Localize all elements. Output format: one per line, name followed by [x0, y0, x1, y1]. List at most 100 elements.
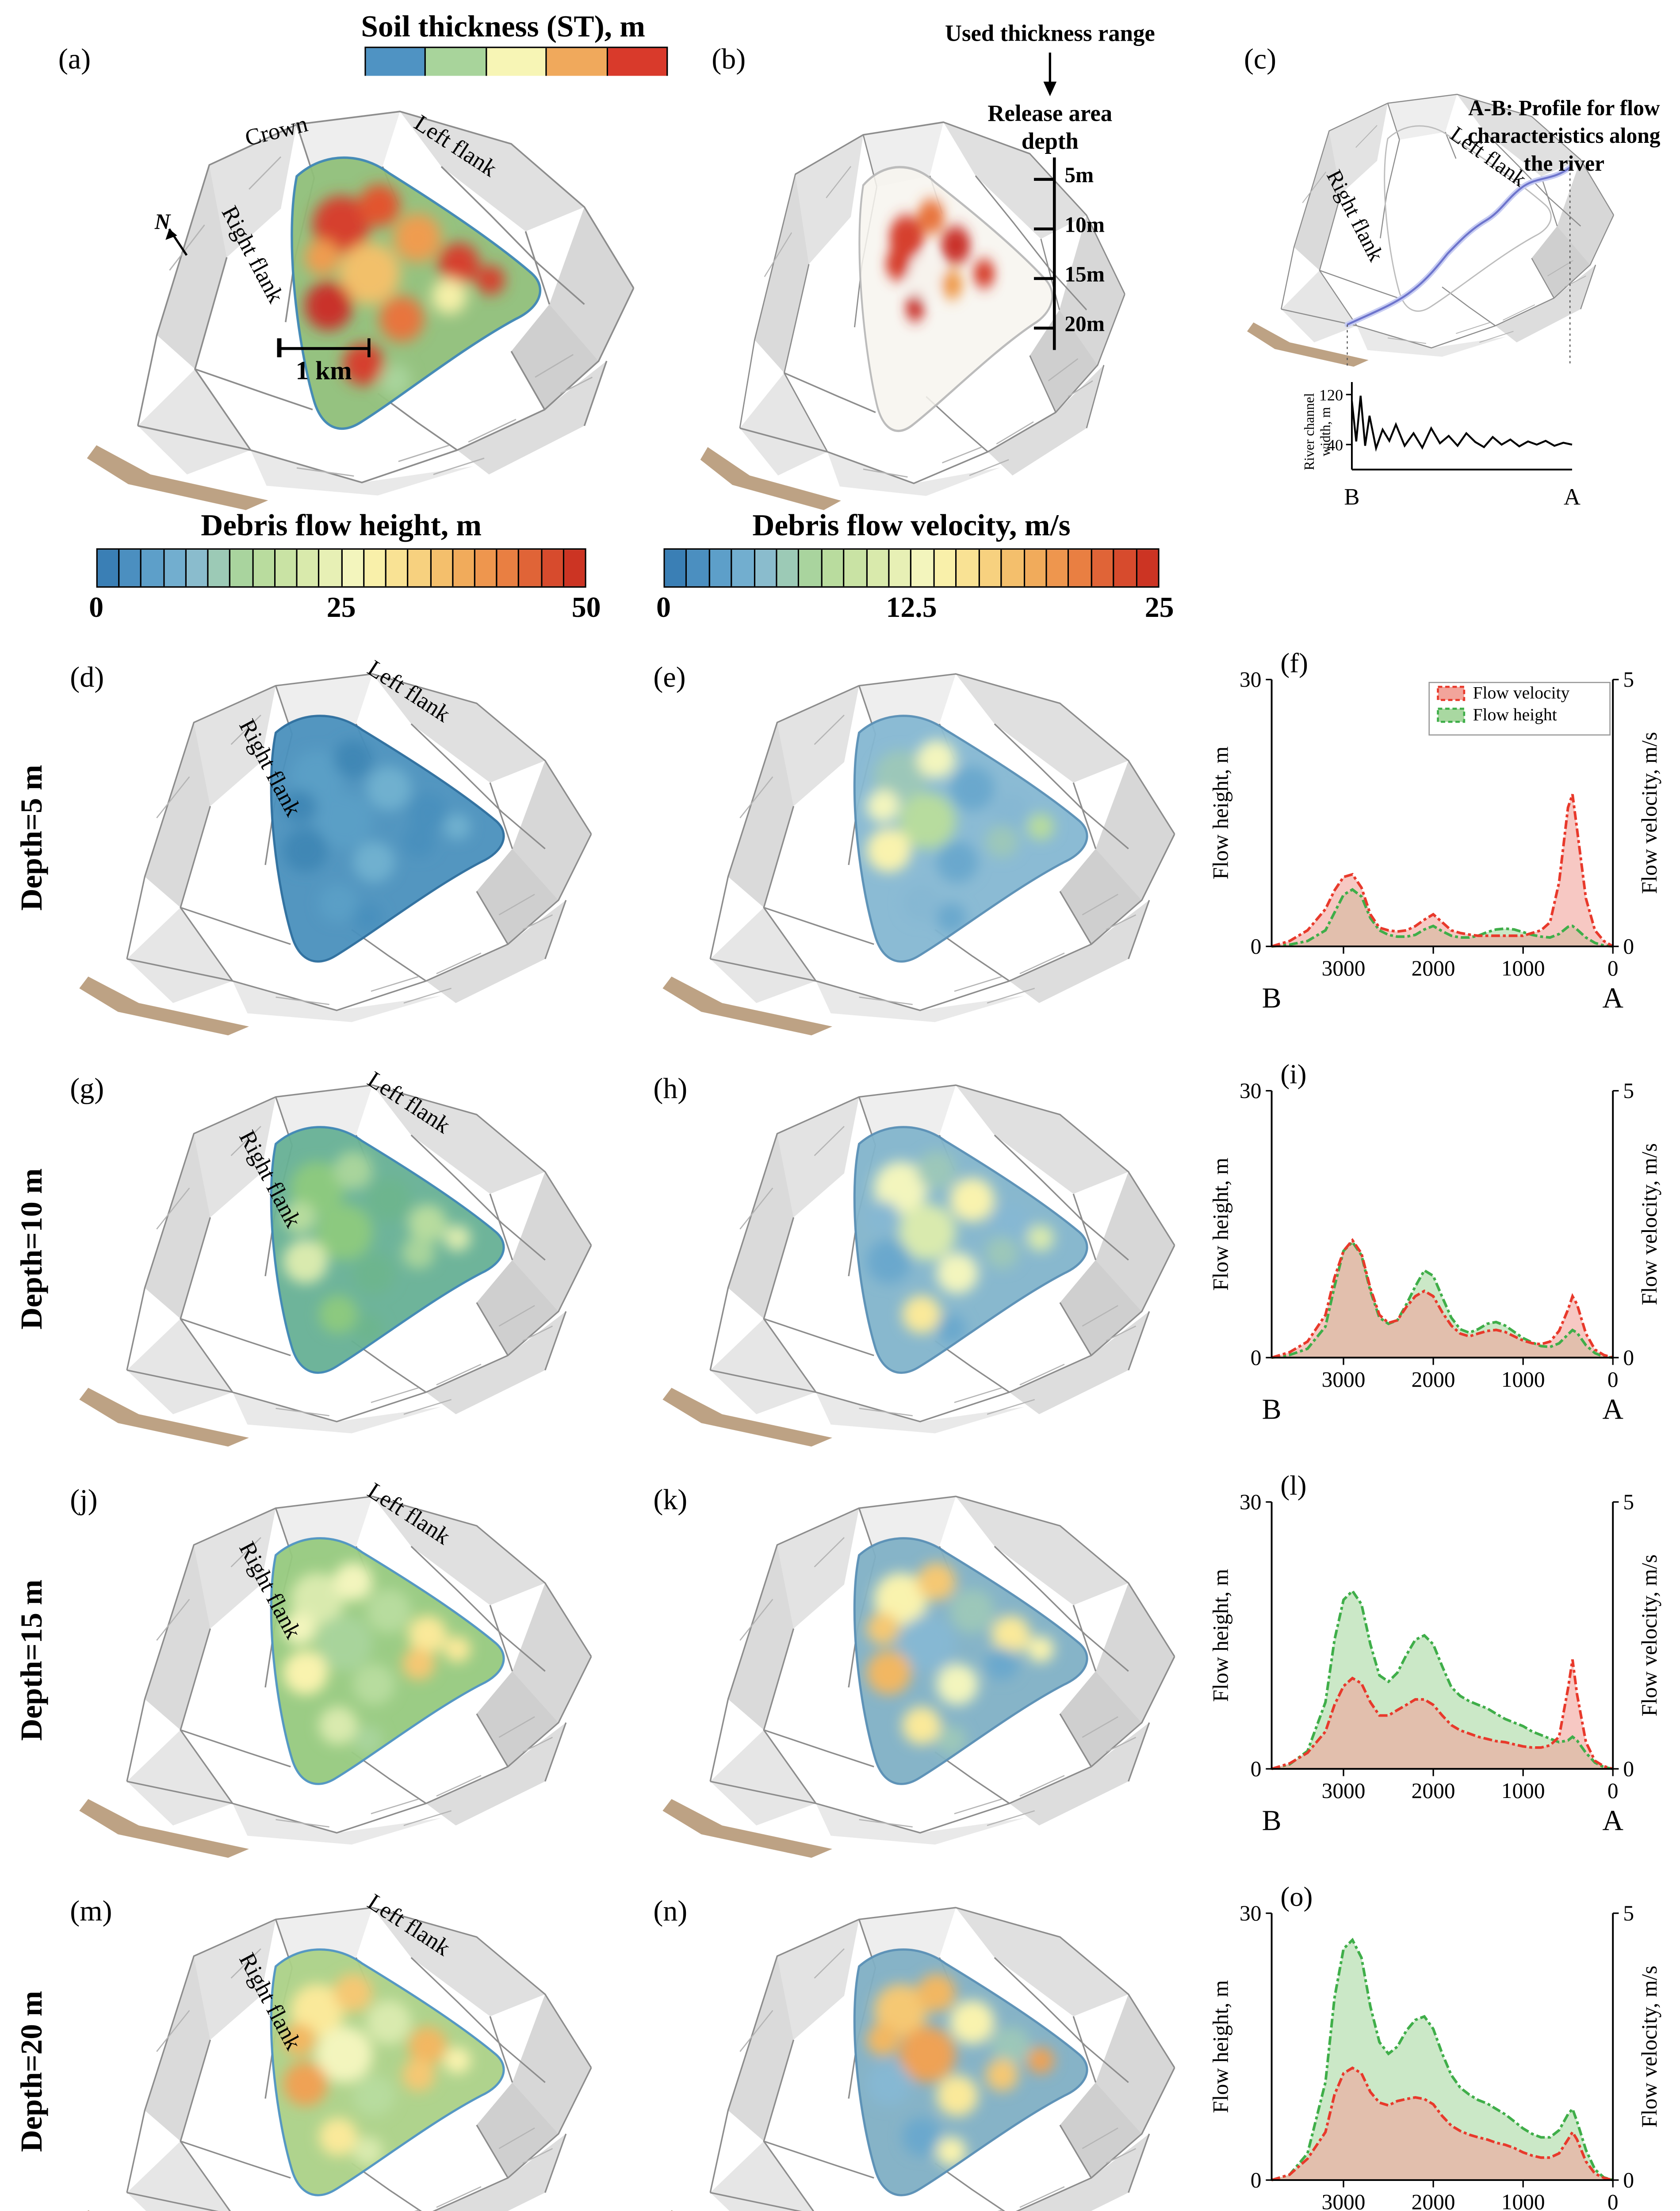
colorbar-segment: [1024, 550, 1047, 586]
svg-text:1000: 1000: [1501, 2190, 1545, 2211]
svg-text:(o): (o): [1280, 1881, 1313, 1912]
colorbar-segment: [867, 550, 890, 586]
used-thickness-title: Used thickness range: [945, 22, 1155, 47]
panel-label-k: (k): [653, 1484, 688, 1517]
svg-text:Flow velocity, m/s: Flow velocity, m/s: [1637, 1966, 1661, 2127]
svg-text:A: A: [1602, 1393, 1623, 1426]
depth-label-15m: Depth=15 m: [14, 1580, 49, 1741]
colorbar-segment: [231, 550, 253, 586]
flow-height-map-10m: [52, 1052, 633, 1450]
svg-text:A: A: [1564, 484, 1581, 510]
depth-scale-tick: [1034, 277, 1055, 279]
svg-text:0: 0: [1623, 1346, 1634, 1370]
north-arrow-icon: N: [155, 210, 188, 256]
svg-text:0: 0: [1251, 1757, 1262, 1781]
release-depth-title: Release area depth: [987, 102, 1113, 155]
svg-text:Flow height, m: Flow height, m: [1210, 1980, 1233, 2113]
svg-text:A: A: [1602, 982, 1623, 1014]
flow-height-map-20m: [52, 1875, 633, 2211]
svg-text:A: A: [1602, 1805, 1623, 1837]
colorbar-segment: [934, 550, 957, 586]
depth-scale-tick: [1034, 227, 1055, 230]
panel-label-j: (j): [70, 1484, 98, 1517]
down-arrow-icon: [1043, 53, 1057, 97]
svg-text:30: 30: [1240, 1490, 1261, 1514]
panel-h-terrain: [635, 1052, 1217, 1450]
colorbar-segment: [1092, 550, 1114, 586]
svg-text:3000: 3000: [1322, 1367, 1366, 1392]
flow-velocity-map-20m: [635, 1875, 1217, 2211]
colorbar-segment: [275, 550, 298, 586]
svg-text:1000: 1000: [1501, 1779, 1545, 1803]
soil-thickness-map: [58, 76, 678, 513]
depth-tick-15m: 15m: [1064, 264, 1105, 287]
svg-text:River channel: River channel: [1302, 393, 1317, 470]
panel-g-terrain: Left flank Right flank: [52, 1052, 633, 1450]
panel-label-c: (c): [1244, 43, 1277, 76]
svg-text:Flow velocity, m/s: Flow velocity, m/s: [1637, 1554, 1661, 1716]
svg-text:(f): (f): [1280, 647, 1308, 678]
panel-e-terrain: [635, 641, 1217, 1038]
colorbar-tick: 25: [1144, 592, 1174, 624]
panel-k-terrain: [635, 1464, 1217, 1861]
colorbar-segment: [298, 550, 320, 586]
flow-height-colorbar: [96, 548, 586, 588]
colorbar-segment: [520, 550, 542, 586]
flow-velocity-map-10m: [635, 1052, 1217, 1450]
svg-text:30: 30: [1240, 667, 1261, 692]
depth-label-10m: Depth=10 m: [14, 1168, 49, 1330]
flow-height-map-5m: [52, 641, 633, 1038]
colorbar-segment: [342, 550, 364, 586]
depth-tick-20m: 20m: [1064, 314, 1105, 337]
colorbar-segment: [822, 550, 845, 586]
colorbar-segment: [186, 550, 209, 586]
svg-text:5: 5: [1623, 1079, 1634, 1103]
thickness-annotation-block: Used thickness range Release area depth: [919, 20, 1182, 157]
colorbar-segment: [475, 550, 498, 586]
depth-label-20m: Depth=20 m: [14, 1991, 49, 2152]
svg-text:2000: 2000: [1412, 956, 1455, 980]
svg-text:2000: 2000: [1412, 1779, 1455, 1803]
svg-text:B: B: [1262, 1393, 1282, 1426]
flow-height-map-15m: [52, 1464, 633, 1861]
svg-text:0: 0: [1251, 1346, 1262, 1370]
svg-text:Flow height: Flow height: [1473, 705, 1557, 724]
svg-text:0: 0: [1251, 934, 1262, 959]
colorbar-segment: [542, 550, 564, 586]
colorbar-segment: [1114, 550, 1137, 586]
svg-text:5: 5: [1623, 1490, 1634, 1514]
colorbar-segment: [687, 550, 710, 586]
svg-text:Flow height, m: Flow height, m: [1210, 1158, 1233, 1291]
svg-text:5: 5: [1623, 667, 1634, 692]
colorbar-segment: [980, 550, 1002, 586]
river-width-chart: 120 40 B A River channel width, m: [1302, 382, 1581, 510]
svg-text:1000: 1000: [1501, 1367, 1545, 1392]
colorbar-tick: 0: [89, 592, 104, 624]
flow-velocity-colorbar-title: Debris flow velocity, m/s: [752, 507, 1071, 543]
svg-text:Flow velocity, m/s: Flow velocity, m/s: [1637, 732, 1661, 894]
panel-label-n: (n): [653, 1896, 688, 1928]
panel-label-d: (d): [70, 662, 104, 694]
panel-a-terrain: Crown Left flank Right flank N 1 km: [58, 76, 678, 513]
colorbar-segment: [453, 550, 475, 586]
svg-text:(i): (i): [1280, 1059, 1306, 1090]
colorbar-segment: [564, 550, 585, 586]
colorbar-segment: [364, 550, 387, 586]
flow-velocity-map-5m: [635, 641, 1217, 1038]
colorbar-segment: [1002, 550, 1025, 586]
colorbar-segment: [320, 550, 342, 586]
svg-text:2000: 2000: [1412, 1367, 1455, 1392]
svg-text:0: 0: [1623, 934, 1634, 959]
panel-m-terrain: Left flank Right flank: [52, 1875, 633, 2211]
depth-tick-5m: 5m: [1064, 164, 1094, 188]
colorbar-segment: [754, 550, 777, 586]
svg-text:0: 0: [1607, 956, 1619, 980]
colorbar-segment: [845, 550, 867, 586]
svg-text:0: 0: [1607, 1779, 1619, 1803]
colorbar-segment: [732, 550, 755, 586]
panel-label-g: (g): [70, 1073, 104, 1106]
colorbar-segment: [97, 550, 120, 586]
